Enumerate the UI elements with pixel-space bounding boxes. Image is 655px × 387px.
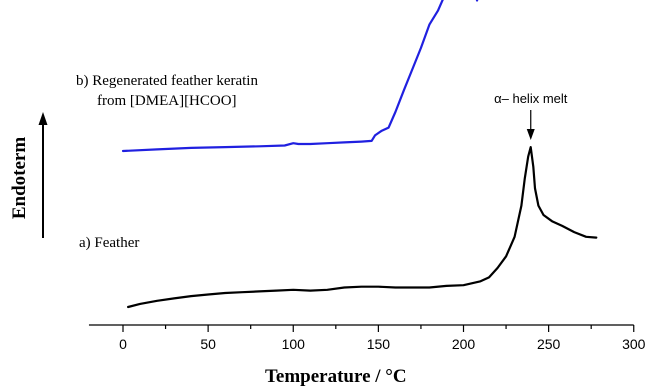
series-feather-line [127, 146, 598, 309]
x-axis: 0 50 100 150 200 250 300 Temperature / °C [88, 324, 646, 387]
x-axis-title: Temperature / °C [265, 366, 407, 387]
series-label-regenerated-keratin-line1: b) Regenerated feather keratin [76, 73, 258, 89]
y-axis: Endoterm [9, 112, 48, 238]
x-tick-label: 250 [537, 336, 561, 352]
alpha-helix-melt-label: α– helix melt [494, 91, 568, 106]
alpha-helix-melt-arrow-head [526, 129, 535, 140]
series-labels: a) Feather b) Regenerated feather kerati… [76, 73, 262, 251]
peak-annotation: α– helix melt [494, 91, 568, 140]
x-tick-label: 200 [452, 336, 476, 352]
y-axis-title: Endoterm [9, 137, 30, 220]
x-tick-label: 0 [119, 336, 127, 352]
x-tick-label: 50 [200, 336, 216, 352]
x-tick-label: 100 [282, 336, 306, 352]
plot-area [121, 0, 598, 309]
endotherm-arrow-head [38, 112, 48, 125]
series-label-feather: a) Feather [79, 235, 139, 251]
series-label-regenerated-keratin: b) Regenerated feather keratin from [DME… [76, 73, 262, 109]
x-axis-ticks: 0 50 100 150 200 250 300 [119, 325, 646, 352]
x-tick-label: 300 [622, 336, 646, 352]
series-label-regenerated-keratin-line2: from [DMEA][HCOO] [97, 93, 237, 109]
x-tick-label: 150 [367, 336, 391, 352]
series-regenerated-keratin-line [121, 0, 479, 153]
